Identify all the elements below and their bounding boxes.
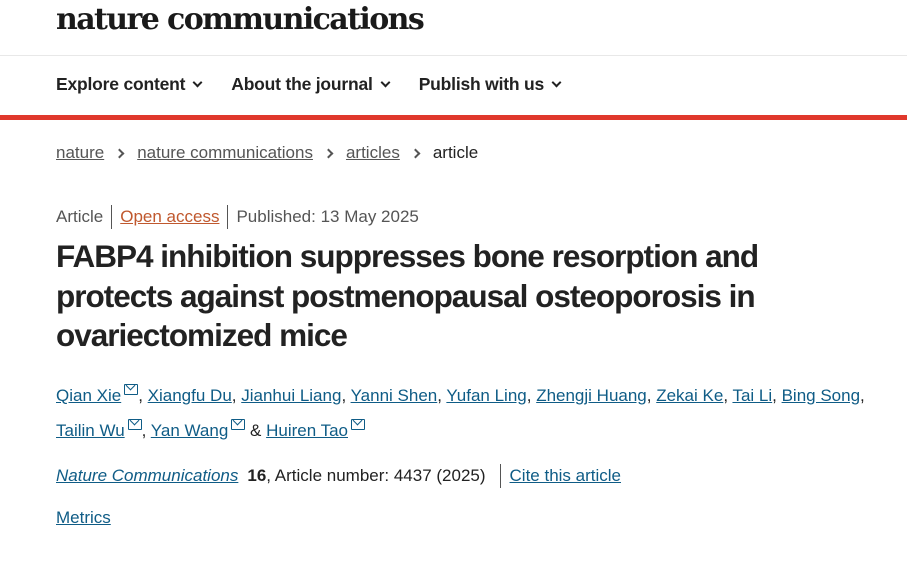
divider	[227, 205, 229, 229]
article-meta: Article Open access Published: 13 May 20…	[56, 205, 419, 229]
divider	[499, 464, 501, 488]
breadcrumb-nature[interactable]: nature	[56, 143, 105, 162]
metrics-link[interactable]: Metrics	[56, 508, 111, 527]
published-date: Published: 13 May 2025	[236, 207, 419, 226]
author-link[interactable]: Tailin Wu	[56, 421, 125, 440]
article-type: Article	[56, 207, 104, 226]
author-link[interactable]: Yanni Shen	[350, 386, 438, 405]
chevron-right-icon	[323, 148, 334, 158]
author-link[interactable]: Xiangfu Du	[147, 386, 232, 405]
author-list: Qian Xie, Xiangfu Du, Jianhui Liang, Yan…	[56, 384, 865, 440]
chevron-right-icon	[114, 148, 125, 158]
author-link[interactable]: Qian Xie	[56, 386, 122, 405]
breadcrumb: nature nature communications articles ar…	[56, 143, 478, 163]
author-link[interactable]: Yufan Ling	[446, 386, 527, 405]
divider	[0, 55, 907, 56]
main-nav: Explore content About the journal Publis…	[56, 74, 590, 95]
article-number: , Article number: 4437 (2025)	[266, 466, 486, 485]
author-link[interactable]: Zhengji Huang	[536, 386, 647, 405]
chevron-down-icon	[380, 77, 391, 88]
chevron-down-icon	[551, 77, 562, 88]
journal-link[interactable]: Nature Communications	[56, 466, 239, 485]
nav-publish-with-us[interactable]: Publish with us	[418, 74, 562, 95]
mail-icon[interactable]	[351, 419, 365, 430]
author-link[interactable]: Jianhui Liang	[241, 386, 342, 405]
nav-label: About the journal	[231, 74, 373, 94]
mail-icon[interactable]	[231, 419, 246, 430]
author-link[interactable]: Bing Song	[781, 386, 861, 405]
author-link[interactable]: Huiren Tao	[266, 421, 348, 440]
open-access-link[interactable]: Open access	[120, 207, 220, 226]
citation-line: Nature Communications 16 , Article numbe…	[56, 464, 621, 488]
author-link[interactable]: Tai Li	[732, 386, 773, 405]
mail-icon[interactable]	[127, 419, 142, 430]
article-title: FABP4 inhibition suppresses bone resorpt…	[56, 238, 759, 353]
chevron-down-icon	[192, 77, 203, 88]
site-logo[interactable]: nature communications	[56, 2, 425, 37]
cite-this-article-link[interactable]: Cite this article	[509, 466, 621, 485]
mail-icon[interactable]	[124, 384, 139, 395]
breadcrumb-current: article	[432, 143, 479, 162]
nav-label: Explore content	[56, 74, 186, 94]
divider	[111, 205, 113, 229]
volume: 16	[247, 466, 267, 485]
author-link[interactable]: Zekai Ke	[656, 386, 724, 405]
nav-label: Publish with us	[418, 74, 545, 94]
breadcrumb-articles[interactable]: articles	[345, 143, 400, 162]
nav-explore-content[interactable]: Explore content	[56, 74, 203, 95]
author-link[interactable]: Yan Wang	[150, 421, 229, 440]
accent-bar	[0, 115, 907, 120]
chevron-right-icon	[410, 148, 421, 158]
nav-about-journal[interactable]: About the journal	[231, 74, 391, 95]
breadcrumb-nature-communications[interactable]: nature communications	[137, 143, 313, 162]
